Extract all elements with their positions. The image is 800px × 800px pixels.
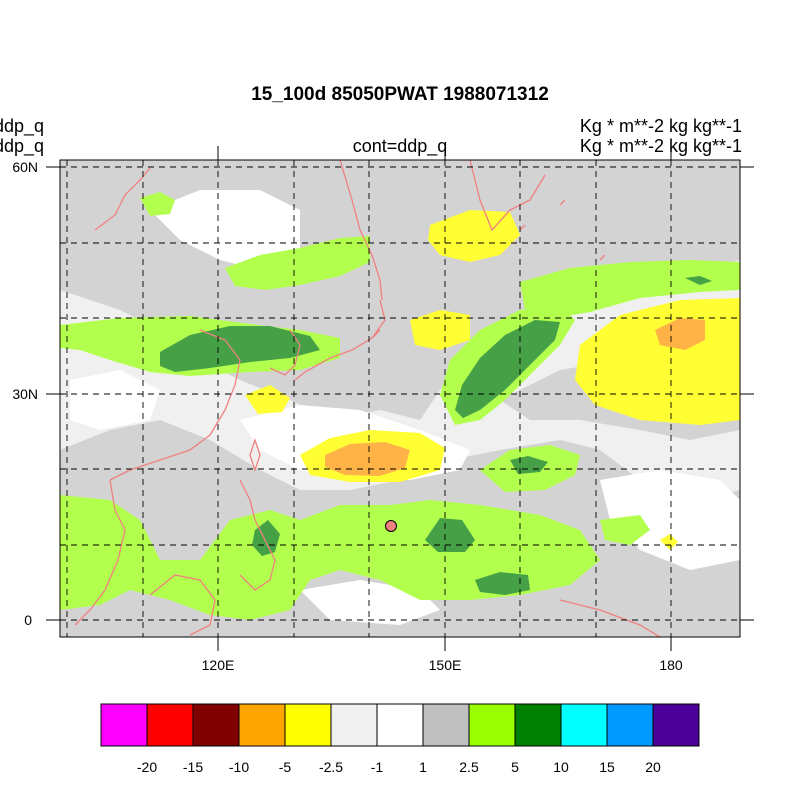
lon-label-150e: 150E <box>429 657 462 673</box>
contour-yellow-small <box>245 385 290 414</box>
contour-darkgreen-diagonal <box>455 320 560 418</box>
lat-label-0: 0 <box>24 612 32 628</box>
contour-green-south-east <box>600 515 650 545</box>
colorbar-box <box>376 703 424 747</box>
map-fill-layer <box>60 160 740 637</box>
colorbar-label: -15 <box>183 759 203 775</box>
coast-philippines <box>239 479 276 591</box>
colorbar-label: -1 <box>371 759 384 775</box>
left-label-top: ddp_q <box>0 116 45 136</box>
colorbar-box <box>284 703 332 747</box>
colorbar-box <box>422 703 470 747</box>
colorbar-label: 2.5 <box>459 759 479 775</box>
lat-label-60n: 60N <box>12 159 38 175</box>
lat-label-30n: 30N <box>12 386 38 402</box>
axis-ticks <box>46 146 754 651</box>
contour-darkgreen-small <box>685 276 712 285</box>
lon-label-180: 180 <box>659 657 683 673</box>
colorbar-box <box>192 703 240 747</box>
coastlines <box>74 160 661 637</box>
colorbar-label: 5 <box>511 759 519 775</box>
colorbar-labels: -20 -15 -10 -5 -2.5 -1 1 2.5 5 10 15 20 <box>137 759 661 775</box>
colorbar-label: -2.5 <box>319 759 343 775</box>
coast-borneo <box>149 574 216 636</box>
contour-green-northwest <box>140 192 175 216</box>
colorbar-box <box>146 703 194 747</box>
colorbar-label: 20 <box>645 759 661 775</box>
coast-islands <box>519 199 606 261</box>
lon-label-120e: 120E <box>202 657 235 673</box>
contour-yellow-mid <box>410 310 470 350</box>
coast-taiwan <box>249 437 261 473</box>
contour-orange-south <box>325 442 410 476</box>
colorbar-boxes <box>100 703 700 747</box>
colorbar-box <box>652 703 700 747</box>
units-label-bottom: Kg * m**-2 kg kg**-1 <box>579 136 742 156</box>
contour-green-upper-right <box>520 260 740 318</box>
plot-title: 15_100d 85050PWAT 1988071312 <box>251 84 549 105</box>
contour-yellow-north <box>428 210 520 262</box>
location-marker <box>385 520 397 532</box>
colorbar-label: -20 <box>137 759 157 775</box>
contour-darkgreen-band <box>160 326 320 372</box>
colorbar-box <box>514 703 562 747</box>
colorbar-box <box>560 703 608 747</box>
coast-new-guinea <box>559 599 661 637</box>
map-frame <box>59 159 741 638</box>
left-label-bottom: ddp_q <box>0 136 45 156</box>
colorbar-box <box>330 703 378 747</box>
coast-indochina <box>74 479 126 626</box>
contour-yellow-dot <box>660 534 678 550</box>
contour-white-3 <box>70 370 160 430</box>
contour-green-upper <box>225 236 370 290</box>
coast-sakhalin-kamchatka <box>339 160 546 301</box>
units-label-top: Kg * m**-2 kg kg**-1 <box>579 116 742 136</box>
colorbar-label: 15 <box>599 759 615 775</box>
colorbar-label: 1 <box>419 759 427 775</box>
contour-darkgreen-middle <box>510 456 548 474</box>
contour-orange-east <box>655 318 705 350</box>
colorbar-box <box>100 703 148 747</box>
grid-lines <box>60 160 740 637</box>
colorbar-box <box>468 703 516 747</box>
colorbar-label: 10 <box>553 759 569 775</box>
colorbar-box <box>606 703 654 747</box>
contour-darkgreen-south1 <box>425 518 475 552</box>
coast-japan <box>294 299 386 381</box>
contour-white-1 <box>150 190 300 270</box>
coast-korea <box>269 329 301 376</box>
colorbar-label: -5 <box>279 759 292 775</box>
coast-china <box>109 329 241 481</box>
colorbar-box <box>238 703 286 747</box>
colorbar-label: -10 <box>229 759 249 775</box>
contour-darkgreen-south2 <box>475 572 530 595</box>
center-label: cont=ddp_q <box>352 136 448 156</box>
